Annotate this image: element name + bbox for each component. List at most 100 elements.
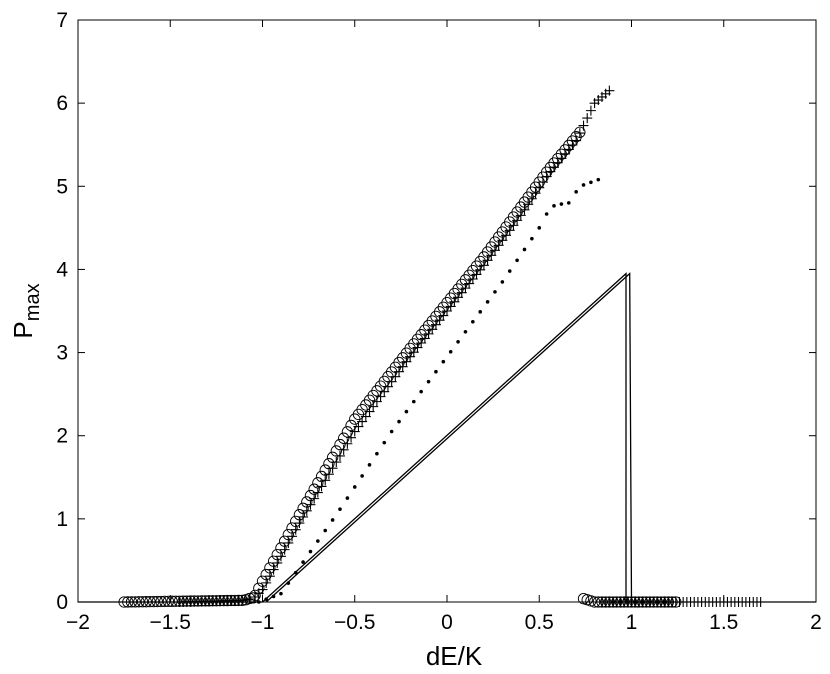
axis-ticks: −2 −1.5 −1 −0.5 0 0.5 1 1.5 2 0 1 2 3 4 5 6 7 bbox=[56, 9, 822, 634]
plus-point bbox=[320, 475, 331, 486]
x-tick-label: 1.5 bbox=[709, 611, 738, 634]
plus-point bbox=[515, 210, 526, 221]
plus-point bbox=[264, 571, 275, 582]
dot-point bbox=[544, 212, 549, 216]
dot-point bbox=[463, 329, 468, 334]
dot-point bbox=[323, 528, 328, 533]
dot-point bbox=[493, 290, 497, 294]
x-tick-label: 2 bbox=[810, 611, 822, 634]
dot-point bbox=[507, 269, 512, 273]
y-tick-label: 1 bbox=[56, 508, 68, 531]
dot-point bbox=[559, 202, 564, 206]
dot-point bbox=[537, 226, 542, 230]
dot-point bbox=[419, 389, 423, 394]
dot-point bbox=[611, 600, 615, 604]
dot-point bbox=[382, 440, 387, 445]
y-tick-label: 2 bbox=[56, 425, 68, 448]
plus-point bbox=[268, 564, 279, 575]
plus-point bbox=[519, 204, 530, 215]
plus-point bbox=[530, 188, 541, 199]
plus-point bbox=[272, 557, 283, 568]
dot-point bbox=[596, 177, 601, 182]
circle-point bbox=[170, 595, 182, 607]
x-tick-label: −1.5 bbox=[150, 611, 191, 634]
dot-point bbox=[574, 190, 578, 194]
plus-point bbox=[301, 505, 312, 516]
y-axis-label: Pmax bbox=[8, 283, 44, 338]
plus-point bbox=[334, 450, 345, 461]
plus-point bbox=[279, 544, 290, 555]
plus-point bbox=[323, 469, 334, 480]
series-layer bbox=[78, 85, 816, 608]
x-axis-label: dE/K bbox=[426, 641, 483, 671]
y-tick-label: 7 bbox=[56, 9, 68, 32]
dot-point bbox=[375, 451, 379, 456]
dot-point bbox=[441, 359, 446, 364]
plus-point bbox=[578, 120, 589, 131]
plus-point bbox=[338, 444, 349, 455]
plus-point bbox=[574, 128, 585, 139]
dot-point bbox=[308, 549, 313, 554]
plus-point bbox=[585, 105, 596, 116]
dot-point bbox=[500, 280, 505, 284]
dot-point bbox=[397, 419, 401, 424]
dot-point bbox=[404, 409, 409, 414]
dot-point bbox=[352, 485, 357, 489]
dot-point bbox=[360, 474, 364, 478]
dot-point bbox=[367, 463, 372, 467]
dot-point bbox=[522, 247, 527, 252]
plus-point bbox=[290, 524, 301, 535]
dot-point bbox=[345, 496, 350, 500]
dot-point bbox=[316, 539, 320, 543]
dot-point bbox=[478, 310, 483, 314]
plus-point bbox=[257, 584, 268, 595]
dot-point bbox=[552, 204, 556, 208]
dot-point bbox=[581, 183, 586, 187]
plus-point bbox=[604, 85, 615, 96]
x-tick-label: 1 bbox=[626, 611, 638, 634]
plus-point bbox=[571, 135, 582, 146]
circle-point bbox=[345, 419, 357, 432]
series-line bbox=[265, 272, 633, 603]
x-tick-label: −0.5 bbox=[334, 611, 375, 634]
plus-point bbox=[327, 463, 338, 474]
plus-point bbox=[312, 487, 323, 498]
x-tick-label: −2 bbox=[66, 611, 90, 634]
circle-point bbox=[323, 458, 335, 470]
plus-point bbox=[534, 182, 545, 193]
x-tick-label: −1 bbox=[251, 611, 275, 634]
dot-point bbox=[589, 180, 593, 185]
plus-point bbox=[526, 193, 537, 204]
plus-point bbox=[275, 551, 286, 562]
dot-point bbox=[515, 258, 519, 263]
plus-point bbox=[582, 113, 593, 124]
plus-point bbox=[298, 511, 309, 522]
plus-point bbox=[331, 457, 342, 468]
plus-point bbox=[316, 481, 327, 492]
y-axis-label-main: P bbox=[8, 321, 38, 338]
plus-point bbox=[287, 531, 298, 542]
plus-point bbox=[523, 199, 534, 210]
plus-point bbox=[342, 438, 353, 449]
dot-point bbox=[566, 201, 571, 205]
circle-point bbox=[166, 595, 178, 607]
plus-point bbox=[261, 577, 272, 588]
y-tick-label: 3 bbox=[56, 342, 68, 365]
dot-point bbox=[338, 507, 342, 511]
x-tick-label: 0.5 bbox=[525, 611, 554, 634]
dot-point bbox=[434, 369, 438, 374]
y-tick-label: 4 bbox=[56, 258, 68, 281]
y-axis-label-sub: max bbox=[22, 283, 44, 321]
plus-point bbox=[309, 493, 320, 504]
dot-point bbox=[389, 429, 394, 434]
dot-point bbox=[330, 518, 335, 522]
plus-point bbox=[346, 432, 357, 443]
dot-point bbox=[485, 300, 490, 304]
series-line bbox=[78, 272, 816, 603]
y-tick-label: 5 bbox=[56, 175, 68, 198]
plus-point bbox=[537, 177, 548, 188]
dot-point bbox=[411, 399, 416, 404]
circle-point bbox=[319, 464, 331, 476]
y-tick-label: 6 bbox=[56, 92, 68, 115]
